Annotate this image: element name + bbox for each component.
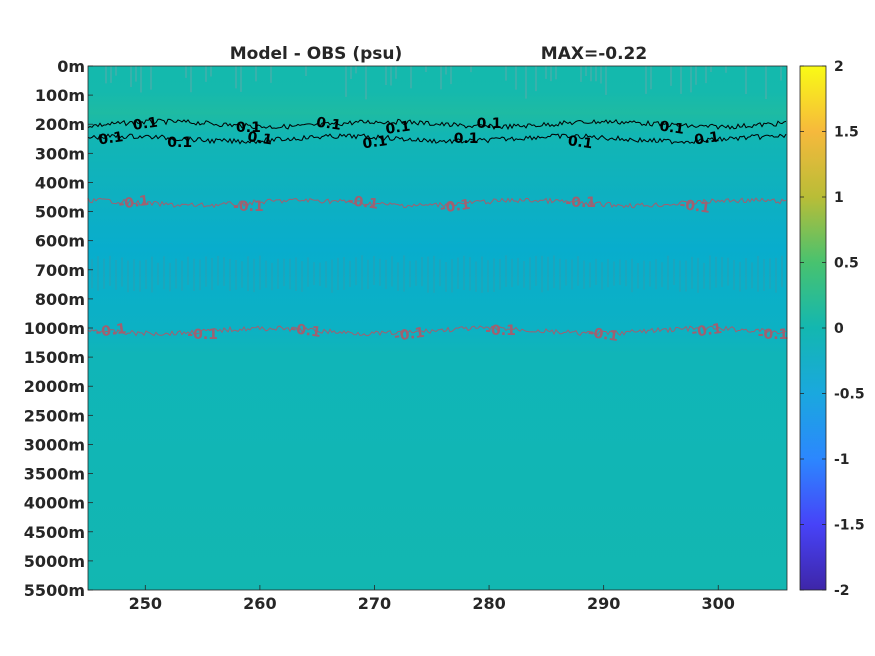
contour-label: -0.1 — [118, 193, 151, 213]
colorbar-tick-label: 1.5 — [834, 125, 859, 141]
contour-label: 0.1 — [236, 120, 261, 136]
colorbar-tick-label: -2 — [834, 583, 850, 599]
contour-label: -0.1 — [485, 323, 516, 339]
y-tick-label: 0m — [57, 57, 85, 76]
contour-line — [87, 133, 787, 145]
x-tick-label: 290 — [587, 594, 620, 613]
x-tick-label: 250 — [129, 594, 162, 613]
chart-title: Model - OBS (psu) — [230, 44, 403, 64]
contour-label: -0.1 — [187, 327, 218, 343]
x-tick-label: 270 — [358, 594, 391, 613]
contour-label: 0.1 — [362, 133, 389, 152]
contour-label: -0.1 — [95, 321, 128, 341]
contour-label: -0.1 — [565, 195, 596, 211]
contour-label: 0.1 — [693, 129, 720, 148]
contour-line — [87, 118, 787, 131]
y-tick-label: 4000m — [24, 494, 85, 513]
x-tick-label: 260 — [243, 594, 276, 613]
y-tick-label: 400m — [35, 173, 85, 192]
contour-layer: 0.1 0.1 0.1 0.1 0.1 0.10.1 0.1 0.1 0.1 0.1 0.1 0.1-… — [87, 115, 789, 345]
contour-line — [87, 197, 787, 209]
x-tick-label: 280 — [472, 594, 505, 613]
y-axis: 0m 100m 200m 300m 400m 500m 600m 700m 800m 1000m 1… — [24, 57, 93, 600]
y-tick-label: 800m — [35, 290, 85, 309]
y-tick-label: 300m — [35, 144, 85, 163]
y-tick-label: 3500m — [24, 465, 85, 484]
y-tick-label: 5500m — [24, 581, 85, 600]
y-tick-label: 1000m — [24, 319, 85, 338]
y-tick-label: 700m — [35, 261, 85, 280]
colorbar-tick-label: 0 — [834, 321, 844, 337]
contour-label: 0.1 — [98, 129, 125, 148]
y-tick-label: 600m — [35, 232, 85, 251]
contour-label: -0.1 — [587, 325, 620, 345]
contour-line — [87, 325, 787, 337]
colorbar-tick-label: -1.5 — [834, 518, 865, 534]
y-tick-label: 4500m — [24, 523, 85, 542]
max-label: MAX=-0.22 — [541, 44, 647, 64]
y-tick-label: 2500m — [24, 406, 85, 425]
contour-label: 0.1 — [315, 115, 342, 134]
colorbar-tick-label: 0.5 — [834, 256, 859, 272]
y-tick-label: 100m — [35, 86, 85, 105]
contour-label: -0.1 — [393, 325, 426, 345]
colorbar-tick-label: -0.5 — [834, 387, 865, 403]
contour-label: 0.1 — [385, 119, 412, 138]
y-tick-label: 3000m — [24, 435, 85, 454]
colorbar-tick-label: 1 — [834, 190, 844, 206]
contour-label: -0.1 — [691, 321, 724, 341]
contour-label: -0.1 — [289, 321, 322, 341]
colorbar-tick-label: 2 — [834, 59, 844, 75]
field-texture — [91, 66, 783, 293]
contour-label: 0.1 — [567, 133, 594, 152]
contour-label: -0.1 — [758, 327, 789, 343]
colorbar-ticks: 2 1.5 1 0.5 0 -0.5 -1 -1.5 -2 — [800, 59, 865, 599]
contour-label: -0.1 — [678, 197, 711, 217]
colorbar — [799, 65, 827, 591]
y-tick-label: 200m — [35, 115, 85, 134]
x-axis: 250 260 270 280 290 300 — [129, 585, 735, 613]
y-tick-label: 1500m — [24, 348, 85, 367]
contour-label: -0.1 — [233, 199, 264, 215]
contour-label: 0.1 — [132, 115, 159, 134]
x-tick-label: 300 — [702, 594, 735, 613]
contour-label: 0.1 — [658, 119, 685, 138]
colorbar-tick-label: -1 — [834, 452, 850, 468]
contour-label: -0.1 — [347, 193, 380, 213]
y-tick-label: 2000m — [24, 377, 85, 396]
y-tick-label: 500m — [35, 203, 85, 222]
contour-label: 0.1 — [167, 135, 192, 151]
contour-label: -0.1 — [439, 197, 472, 217]
contour-label: 0.1 — [246, 129, 273, 148]
y-tick-label: 5000m — [24, 552, 85, 571]
contour-label: 0.1 — [477, 116, 502, 132]
contour-label: 0.1 — [454, 131, 479, 147]
